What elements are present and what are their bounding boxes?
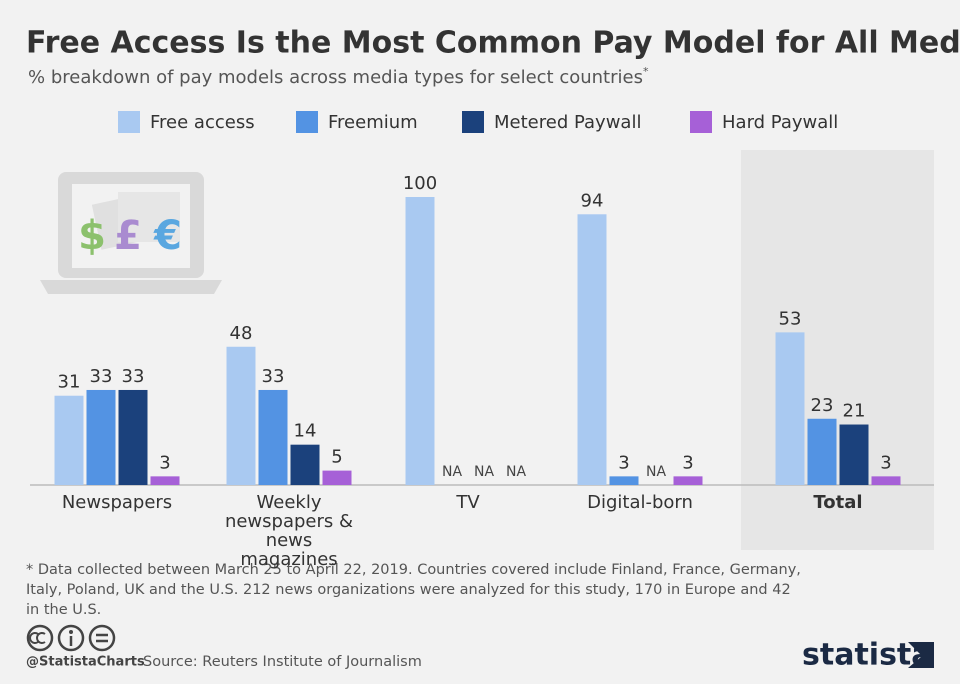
bar	[871, 476, 901, 485]
legend-label: Freemium	[328, 112, 418, 133]
legend-swatch	[296, 111, 318, 133]
highlight-panel	[741, 150, 934, 550]
x-tick-label: TV	[456, 492, 480, 513]
na-label: NA	[646, 464, 666, 480]
icon-pound: £	[114, 213, 142, 259]
x-tick-label: Newspapers	[61, 492, 173, 513]
brand-mark	[908, 642, 934, 668]
bar	[839, 424, 869, 485]
value-label: 53	[779, 308, 802, 329]
subtitle-text: % breakdown of pay models across media t…	[28, 67, 643, 88]
legend-swatch	[690, 111, 712, 133]
bar	[577, 214, 607, 485]
na-label: NA	[506, 464, 526, 480]
x-tick-label: Digital-born	[587, 492, 693, 513]
bar	[54, 395, 84, 485]
value-label: 3	[880, 452, 891, 473]
footnote: * Data collected between March 25 to Apr…	[26, 562, 801, 618]
legend-swatch	[462, 111, 484, 133]
license-icons	[26, 624, 116, 652]
bar	[258, 389, 288, 485]
bar	[150, 476, 180, 485]
value-label: 5	[331, 447, 342, 468]
subtitle-marker: *	[643, 65, 649, 78]
x-tick-label: Weekly newspapers & news magazines	[224, 492, 354, 570]
na-label: NA	[442, 464, 462, 480]
value-label: 33	[262, 366, 285, 387]
value-label: 48	[230, 323, 253, 344]
bar	[118, 389, 148, 485]
bar	[807, 418, 837, 485]
bar	[775, 332, 805, 485]
bar	[673, 476, 703, 485]
legend-label: Metered Paywall	[494, 112, 641, 133]
value-label: 3	[682, 452, 693, 473]
bar	[86, 389, 116, 485]
laptop-icon	[40, 172, 222, 294]
chart-subtitle: % breakdown of pay models across media t…	[28, 65, 649, 88]
icon-euro: €	[153, 213, 182, 259]
source: Source: Reuters Institute of Journalism	[143, 654, 422, 670]
bar	[609, 476, 639, 485]
bar	[226, 346, 256, 485]
value-label: 3	[159, 452, 170, 473]
value-label: 33	[90, 366, 113, 387]
value-label: 100	[403, 173, 437, 194]
credit: @StatistaCharts	[26, 655, 145, 670]
value-label: 23	[811, 395, 834, 416]
value-label: 31	[58, 372, 81, 393]
value-label: 94	[581, 190, 604, 211]
bar	[405, 197, 435, 485]
icon-dollar: $	[78, 213, 106, 259]
value-label: 33	[122, 366, 145, 387]
legend-label: Free access	[150, 112, 255, 133]
bar	[290, 444, 320, 485]
legend-label: Hard Paywall	[722, 112, 838, 133]
bar	[322, 470, 352, 485]
x-tick-label: Total	[813, 492, 863, 513]
value-label: 14	[294, 421, 317, 442]
value-label: 21	[843, 401, 866, 422]
chart-title: Free Access Is the Most Common Pay Model…	[26, 26, 960, 61]
na-label: NA	[474, 464, 494, 480]
legend-swatch	[118, 111, 140, 133]
value-label: 3	[618, 452, 629, 473]
